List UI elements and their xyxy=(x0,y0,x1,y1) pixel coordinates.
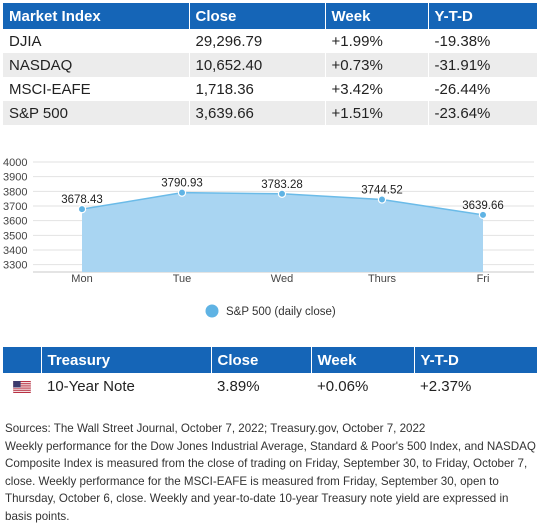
x-tick-label: Fri xyxy=(477,273,490,285)
table-row: 10-Year Note 3.89% +0.06% +2.37% xyxy=(3,373,537,400)
market-header-row: Market Index Close Week Y-T-D xyxy=(3,3,537,29)
treasury-header-row: Treasury Close Week Y-T-D xyxy=(3,347,537,373)
header-week: Week xyxy=(311,347,414,373)
series-area xyxy=(82,193,483,272)
sources-note: Sources: The Wall Street Journal, Octobe… xyxy=(5,420,537,438)
data-label: 3744.52 xyxy=(361,184,403,196)
flag-cell xyxy=(3,373,41,400)
data-point xyxy=(479,211,486,218)
y-tick-label: 3600 xyxy=(3,216,27,228)
y-tick-label: 3800 xyxy=(3,186,27,198)
index-close: 1,718.36 xyxy=(189,77,325,101)
data-point xyxy=(178,189,185,196)
table-row: DJIA 29,296.79 +1.99% -19.38% xyxy=(3,29,537,53)
legend-marker xyxy=(206,305,219,318)
header-week: Week xyxy=(325,3,428,29)
header-ytd: Y-T-D xyxy=(428,3,537,29)
index-ytd: -26.44% xyxy=(428,77,537,101)
header-market-index: Market Index xyxy=(3,3,189,29)
index-name: S&P 500 xyxy=(3,101,189,125)
index-name: NASDAQ xyxy=(3,53,189,77)
table-row: S&P 500 3,639.66 +1.51% -23.64% xyxy=(3,101,537,125)
treasury-week: +0.06% xyxy=(311,373,414,400)
index-ytd: -31.91% xyxy=(428,53,537,77)
index-week: +1.99% xyxy=(325,29,428,53)
methodology-note: Weekly performance for the Dow Jones Ind… xyxy=(5,438,537,525)
y-tick-label: 3700 xyxy=(3,201,27,213)
index-week: +3.42% xyxy=(325,77,428,101)
treasury-close: 3.89% xyxy=(211,373,311,400)
y-tick-label: 3500 xyxy=(3,230,27,242)
index-name: MSCI-EAFE xyxy=(3,77,189,101)
sp500-area-chart: 3300 3400 3500 3600 3700 3800 3900 4000 3678.43 3… xyxy=(0,150,540,340)
data-label: 3639.66 xyxy=(462,200,504,212)
treasury-ytd: +2.37% xyxy=(414,373,537,400)
header-ytd: Y-T-D xyxy=(414,347,537,373)
data-label: 3678.43 xyxy=(61,194,103,206)
us-flag-icon xyxy=(13,381,31,393)
y-tick-label: 3300 xyxy=(3,260,27,272)
treasury-table: Treasury Close Week Y-T-D 10-Year Note xyxy=(3,347,537,400)
table-row: NASDAQ 10,652.40 +0.73% -31.91% xyxy=(3,53,537,77)
index-close: 3,639.66 xyxy=(189,101,325,125)
header-flag-spacer xyxy=(3,347,41,373)
index-week: +1.51% xyxy=(325,101,428,125)
data-label: 3790.93 xyxy=(161,178,203,190)
index-close: 29,296.79 xyxy=(189,29,325,53)
header-close: Close xyxy=(189,3,325,29)
table-row: MSCI-EAFE 1,718.36 +3.42% -26.44% xyxy=(3,77,537,101)
index-week: +0.73% xyxy=(325,53,428,77)
x-tick-label: Wed xyxy=(271,273,293,285)
legend-label: S&P 500 (daily close) xyxy=(226,306,336,318)
treasury-name: 10-Year Note xyxy=(41,373,211,400)
index-ytd: -19.38% xyxy=(428,29,537,53)
x-tick-label: Tue xyxy=(173,273,192,285)
market-index-table: Market Index Close Week Y-T-D DJIA 29,29… xyxy=(3,3,537,125)
data-point xyxy=(278,190,285,197)
y-tick-label: 3400 xyxy=(3,245,27,257)
x-tick-label: Thurs xyxy=(368,273,397,285)
y-tick-label: 4000 xyxy=(3,157,27,169)
y-tick-label: 3900 xyxy=(3,172,27,184)
header-treasury: Treasury xyxy=(41,347,211,373)
header-close: Close xyxy=(211,347,311,373)
footnotes: Sources: The Wall Street Journal, Octobe… xyxy=(5,420,537,525)
data-point xyxy=(78,206,85,213)
data-label: 3783.28 xyxy=(261,179,303,191)
index-ytd: -23.64% xyxy=(428,101,537,125)
index-close: 10,652.40 xyxy=(189,53,325,77)
index-name: DJIA xyxy=(3,29,189,53)
data-point xyxy=(378,196,385,203)
x-tick-label: Mon xyxy=(71,273,92,285)
